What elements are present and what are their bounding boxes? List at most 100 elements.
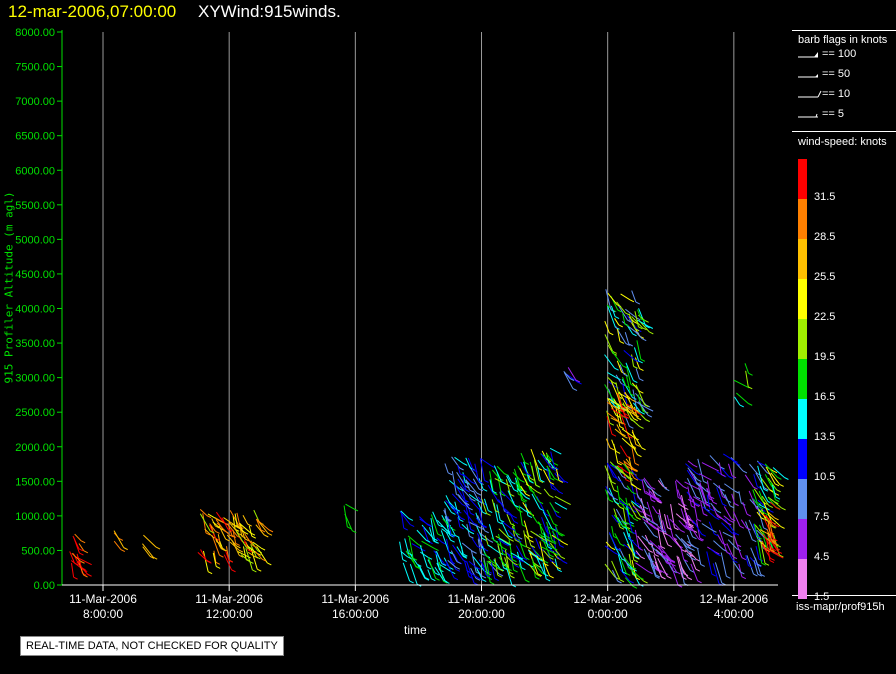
wind-barb [209, 523, 216, 532]
wind-barb-flag [776, 489, 781, 493]
wind-barb-flag [696, 483, 702, 487]
wind-barb [440, 530, 450, 553]
wind-barb [622, 520, 631, 525]
wind-barb-flag [554, 466, 559, 470]
wind-barb-flag [444, 563, 449, 567]
wind-barb-flag [636, 517, 641, 520]
wind-barb-flag [239, 554, 244, 558]
wind-barb-flag [726, 500, 732, 503]
wind-barb-flag [488, 539, 494, 543]
wind-barb-flag [776, 507, 781, 511]
wind-barb-flag [695, 496, 701, 500]
wind-barb [764, 474, 773, 487]
barb-legend-row-50: == 50 [792, 66, 896, 86]
wind-barb-flag [635, 556, 640, 560]
wind-barb [607, 401, 619, 410]
wind-barb-flag [509, 538, 514, 542]
wind-barb-flag [513, 562, 518, 566]
wind-barb-flag [152, 556, 158, 560]
wind-barb [687, 540, 695, 548]
wind-barb [687, 514, 694, 523]
wind-barb-flag [498, 501, 503, 505]
wind-barb-flag [667, 527, 672, 531]
wind-barb-flag [499, 568, 505, 572]
wind-barb-flag [560, 479, 565, 483]
wind-barb-flag [538, 558, 544, 562]
wind-barb [634, 357, 640, 369]
wind-barb-flag [556, 515, 561, 519]
wind-barb-flag [482, 524, 487, 528]
wind-barb-flag [734, 490, 740, 494]
wind-barb [753, 474, 758, 487]
wind-barb-flag [472, 550, 477, 554]
wind-barb [678, 520, 687, 529]
wind-barb [443, 501, 452, 513]
wind-barb [750, 547, 758, 565]
wind-barb [626, 406, 633, 413]
wind-barb-flag [501, 481, 506, 485]
wind-barb [731, 493, 736, 504]
wind-barb-flag [442, 579, 448, 583]
wind-barb [732, 561, 741, 573]
wind-barb [686, 478, 697, 498]
wind-barb-flag [726, 551, 731, 555]
wind-barb-flag [471, 498, 476, 502]
wind-barb [427, 569, 432, 579]
wind-barb-flag [224, 530, 229, 534]
wind-barb-flag [618, 479, 623, 483]
wind-barb [658, 509, 664, 533]
x-tick-time: 0:00:00 [588, 607, 628, 621]
wind-barb-flag [692, 536, 697, 540]
wind-barb-flag [210, 530, 215, 534]
wind-barb [491, 537, 504, 549]
wind-barb-flag [674, 527, 679, 531]
wind-barb-flag [615, 450, 621, 454]
wind-barb-flag [507, 568, 512, 572]
wind-barb [502, 521, 512, 529]
wind-barb [767, 512, 775, 519]
wind-barb-flag [663, 532, 668, 536]
wind-barb [470, 567, 477, 579]
wind-barb-flag [538, 501, 544, 505]
wind-barb [677, 556, 685, 574]
wind-barb [551, 483, 560, 492]
wind-barb-flag [469, 535, 474, 539]
wind-barb [542, 511, 553, 529]
wind-barb-flag [469, 531, 475, 535]
wind-barb-flag [403, 527, 408, 531]
wind-barb-flag [682, 576, 687, 580]
wind-barb-flag [657, 499, 662, 503]
wind-barb [240, 554, 250, 562]
wind-barb-flag [696, 518, 702, 522]
wind-barb [620, 293, 631, 301]
wind-barb-flag [464, 502, 470, 506]
wind-barb-flag [87, 562, 92, 566]
wind-barb-flag [625, 396, 631, 400]
wind-barb-flag [521, 544, 527, 548]
wind-barb [626, 366, 632, 385]
wind-barb [665, 560, 672, 565]
wind-barb [458, 495, 466, 504]
wind-barb-flag [764, 562, 770, 566]
wind-barb-flag [721, 474, 726, 477]
wind-barb [547, 551, 552, 561]
wind-barb [763, 536, 768, 549]
wind-barb-flag [701, 501, 706, 505]
wind-barb [567, 367, 577, 381]
wind-barb-flag [481, 579, 487, 583]
wind-barb-flag [764, 487, 769, 491]
wind-barb-flag [618, 468, 624, 472]
wind-barb-flag [695, 472, 701, 476]
wind-barb-flag [680, 529, 685, 533]
wind-barb-flag [636, 487, 642, 491]
wind-barb [767, 532, 772, 550]
wind-barb-flag [80, 560, 85, 564]
wind-barb [636, 493, 645, 508]
x-tick-date: 11-Mar-2006 [321, 592, 389, 606]
wind-barb [683, 519, 691, 526]
wind-barb [770, 472, 781, 485]
wind-barb [652, 505, 658, 514]
wind-barb-flag [647, 414, 653, 418]
wind-barb-flag [648, 571, 653, 575]
wind-barb-flag [695, 568, 701, 572]
